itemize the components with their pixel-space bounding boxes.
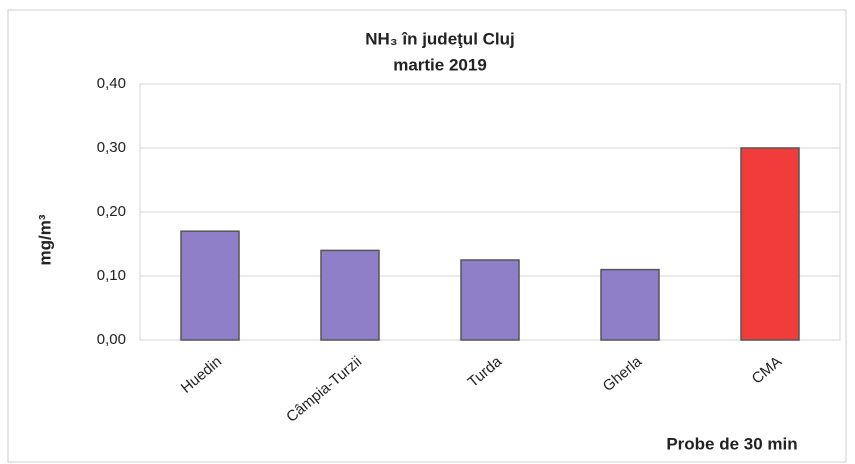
bar: [180, 230, 240, 341]
bar: [740, 147, 800, 341]
bar: [460, 259, 520, 341]
bar: [320, 249, 380, 341]
chart-border: [7, 9, 847, 463]
y-tick-label: 0,00: [97, 331, 126, 348]
y-axis-label: mg/m³: [35, 214, 54, 265]
y-tick-label: 0,40: [97, 75, 126, 92]
y-tick-label: 0,20: [97, 203, 126, 220]
bar: [600, 268, 660, 341]
chart-subtitle: martie 2019: [393, 55, 487, 74]
chart-title: NH₃ în judeţul Cluj: [365, 29, 515, 48]
x-axis-label: Probe de 30 min: [666, 434, 797, 453]
y-tick-label: 0,10: [97, 267, 126, 284]
y-tick-label: 0,30: [97, 139, 126, 156]
